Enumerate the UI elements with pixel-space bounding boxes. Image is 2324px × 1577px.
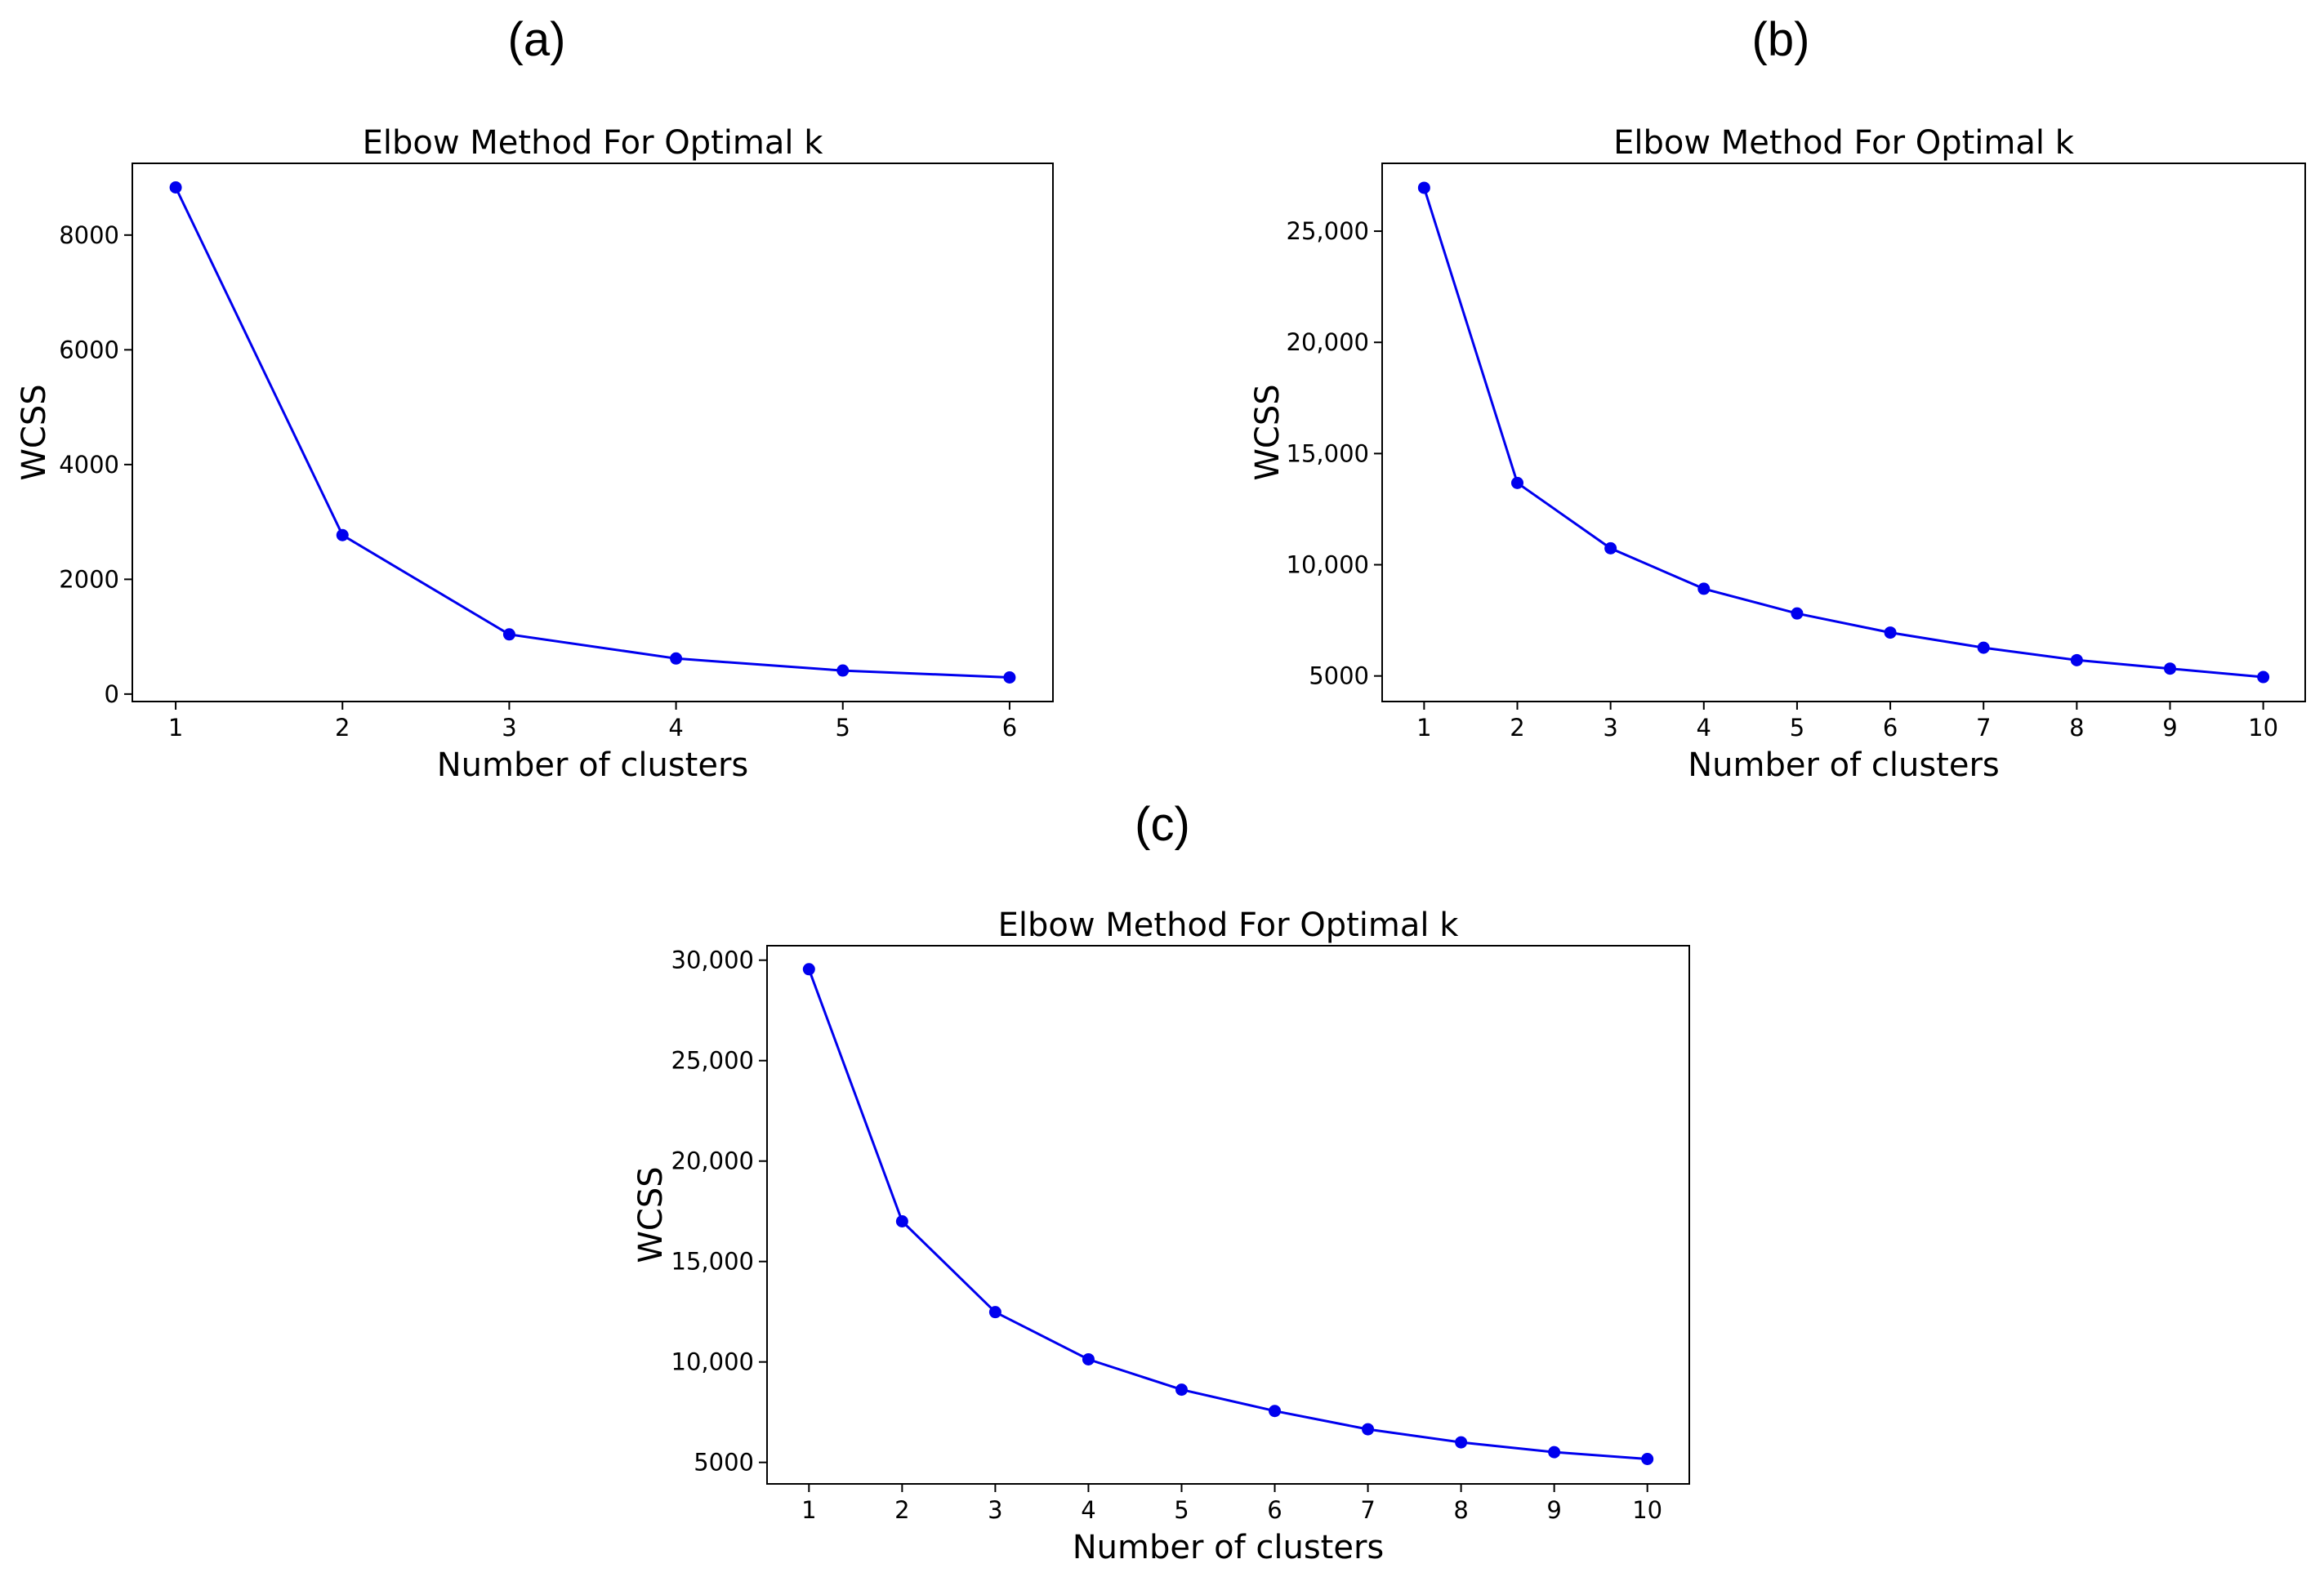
y-axis-label: WCSS — [16, 384, 53, 480]
y-tick-label: 15,000 — [1287, 439, 1369, 467]
y-axis-label: WCSS — [632, 1166, 670, 1263]
x-tick-label: 1 — [1416, 714, 1431, 742]
y-tick-label: 5000 — [1309, 662, 1369, 690]
panel-label: (b) — [1752, 13, 1810, 66]
y-tick-label: 20,000 — [671, 1147, 754, 1175]
x-axis-label: Number of clusters — [1073, 1529, 1385, 1566]
y-tick-label: 30,000 — [671, 947, 754, 974]
x-tick-label: 2 — [335, 714, 350, 742]
y-tick-label: 10,000 — [1287, 551, 1369, 579]
x-tick-label: 6 — [1002, 714, 1017, 742]
x-tick-label: 5 — [836, 714, 850, 742]
y-tick-label: 0 — [105, 680, 119, 708]
x-tick-label: 3 — [1603, 714, 1617, 742]
data-point — [1511, 476, 1524, 489]
data-point — [1003, 670, 1016, 684]
x-tick-label: 4 — [668, 714, 683, 742]
data-point — [1082, 1352, 1095, 1365]
x-tick-label: 9 — [2162, 714, 2177, 742]
y-tick-label: 20,000 — [1287, 328, 1369, 356]
x-tick-label: 1 — [801, 1496, 816, 1524]
x-tick-label: 9 — [1546, 1496, 1561, 1524]
x-tick-label: 4 — [1697, 714, 1711, 742]
data-point — [670, 652, 683, 665]
series-line — [807, 969, 1648, 1460]
data-point — [1269, 1405, 1282, 1418]
y-tick-label: 4000 — [59, 451, 119, 479]
x-tick-label: 6 — [1267, 1496, 1282, 1524]
chart-title: Elbow Method For Optimal k — [363, 124, 824, 162]
data-point — [1697, 582, 1711, 595]
data-point — [802, 963, 815, 976]
panel-label: (c) — [1135, 798, 1190, 851]
charts-container: (a) Elbow Method For Optimal k 1 2 3 4 5 6 0 2000… — [16, 13, 2306, 1566]
y-tick-label: 2000 — [59, 565, 119, 593]
x-tick-label: 5 — [1174, 1496, 1189, 1524]
data-point — [336, 528, 349, 541]
y-tick-label: 25,000 — [1287, 217, 1369, 245]
data-point — [1175, 1383, 1188, 1397]
chart-title: Elbow Method For Optimal k — [998, 907, 1460, 944]
series-line — [1422, 187, 2264, 679]
data-point — [836, 664, 850, 677]
y-tick-label: 25,000 — [671, 1047, 754, 1075]
x-tick-label: 10 — [2248, 714, 2278, 742]
plot-frame — [132, 163, 1054, 702]
data-point — [1977, 641, 1990, 654]
data-point — [1604, 541, 1617, 555]
x-tick-label: 7 — [1360, 1496, 1375, 1524]
x-tick-label: 2 — [894, 1496, 909, 1524]
x-axis-label: Number of clusters — [437, 746, 749, 784]
data-point — [1548, 1446, 1561, 1459]
y-axis-label: WCSS — [1249, 384, 1287, 480]
x-tick-label: 1 — [168, 714, 183, 742]
data-point — [1641, 1452, 1654, 1465]
data-point — [895, 1214, 908, 1227]
x-tick-label: 7 — [1976, 714, 1991, 742]
x-axis-label: Number of clusters — [1688, 746, 2000, 784]
data-point — [988, 1306, 1001, 1319]
chart-b: (b) Elbow Method For Optimal k 1 2 3 4 5 6 7 8 9 10… — [1249, 13, 2306, 784]
x-tick-label: 8 — [1453, 1496, 1468, 1524]
x-tick-label: 8 — [2069, 714, 2084, 742]
plot-frame — [766, 945, 1690, 1485]
chart-title: Elbow Method For Optimal k — [1613, 124, 2075, 162]
x-tick-label: 6 — [1883, 714, 1898, 742]
y-tick-label: 5000 — [694, 1449, 754, 1477]
x-tick-label: 2 — [1510, 714, 1524, 742]
x-tick-label: 10 — [1632, 1496, 1662, 1524]
panel-label: (a) — [508, 13, 566, 66]
x-tick-label: 5 — [1790, 714, 1804, 742]
data-point — [2163, 662, 2176, 675]
y-tick-label: 6000 — [59, 336, 119, 363]
data-point — [1791, 607, 1804, 620]
data-point — [2257, 670, 2270, 684]
series-line — [174, 186, 1010, 679]
y-tick-label: 8000 — [59, 221, 119, 249]
data-point — [2070, 653, 2083, 666]
y-tick-label: 10,000 — [671, 1348, 754, 1376]
x-tick-label: 3 — [502, 714, 516, 742]
plot-frame — [1381, 163, 2306, 702]
data-point — [1884, 626, 1897, 639]
data-point — [502, 628, 515, 641]
data-point — [169, 181, 182, 194]
data-point — [1455, 1436, 1468, 1449]
data-point — [1362, 1423, 1375, 1436]
chart-a: (a) Elbow Method For Optimal k 1 2 3 4 5 6 0 2000… — [16, 13, 1054, 784]
chart-c: (c) Elbow Method For Optimal k 1 2 3 4 5 6 7 8 9 10… — [632, 798, 1690, 1566]
x-tick-label: 4 — [1081, 1496, 1095, 1524]
y-tick-label: 15,000 — [671, 1248, 754, 1276]
x-tick-label: 3 — [988, 1496, 1002, 1524]
data-point — [1417, 181, 1430, 194]
